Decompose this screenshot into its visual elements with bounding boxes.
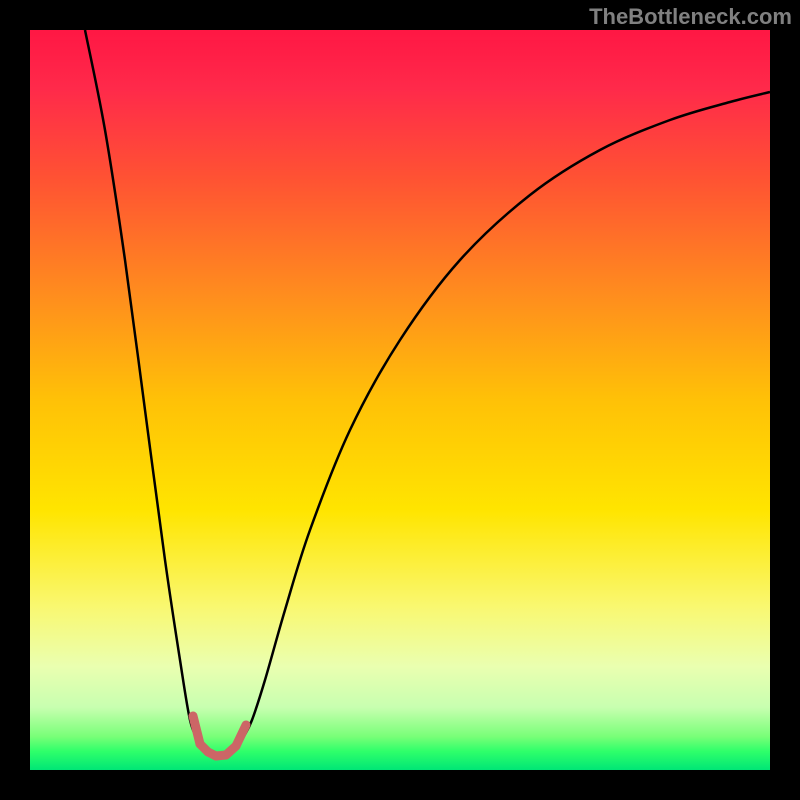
marker-segment [236, 725, 246, 746]
bottleneck-curve [85, 30, 770, 757]
bottom-markers [193, 716, 246, 756]
plot-area [30, 30, 770, 770]
chart-frame: TheBottleneck.com [0, 0, 800, 800]
watermark-text: TheBottleneck.com [589, 4, 792, 30]
curve-layer [30, 30, 770, 770]
